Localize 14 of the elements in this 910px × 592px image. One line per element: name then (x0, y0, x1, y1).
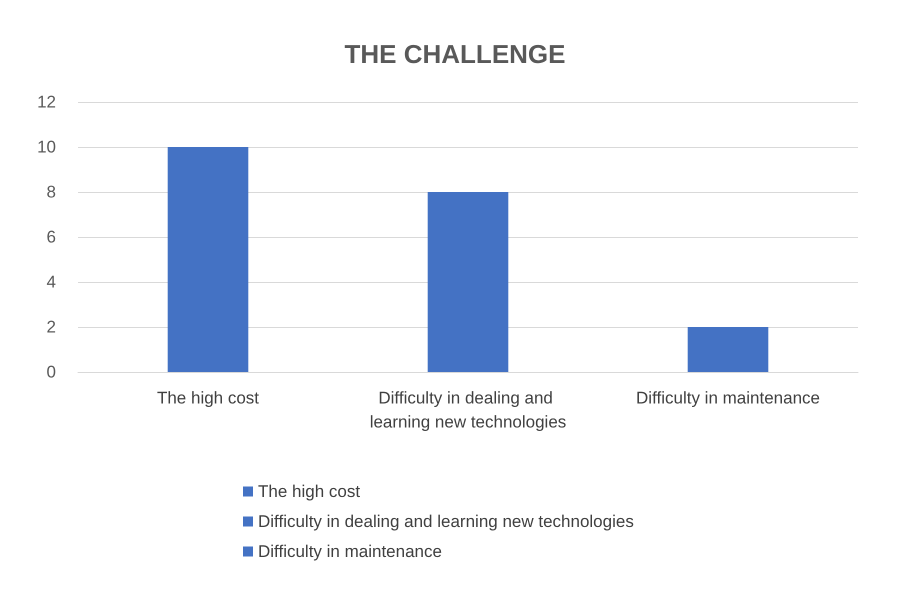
x-tick-label: The high cost (156, 388, 260, 408)
chart-title: THE CHALLENGE (344, 39, 566, 69)
y-tick-label: 12 (37, 92, 56, 112)
y-tick-label: 0 (46, 362, 56, 382)
y-tick-label: 8 (46, 182, 56, 202)
y-tick-label: 10 (37, 138, 56, 156)
x-tick-label: Difficulty in dealing and learning new technologies (370, 388, 566, 432)
y-tick-label: 6 (46, 228, 56, 246)
y-tick-label: 4 (46, 272, 56, 292)
legend-label: The high cost (258, 482, 360, 501)
x-tick-label: Difficulty in maintenance (636, 388, 820, 408)
legend-label: Difficulty in maintenance (258, 542, 442, 561)
y-tick-label: 2 (46, 318, 56, 336)
legend-label: Difficulty in dealing and learning new technologies (258, 512, 634, 531)
